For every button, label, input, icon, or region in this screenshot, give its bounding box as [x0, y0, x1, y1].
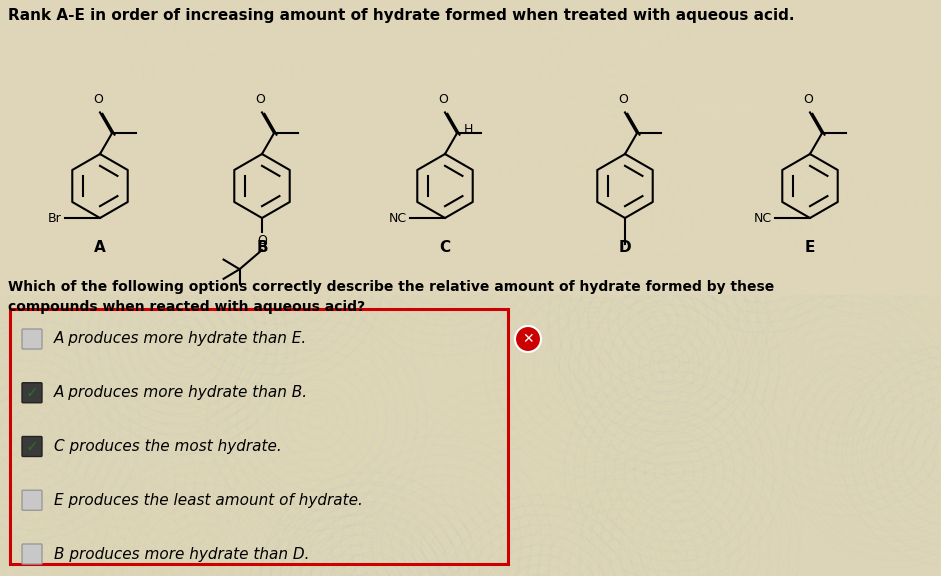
Text: C produces the most hydrate.: C produces the most hydrate.: [54, 439, 281, 454]
Text: O: O: [257, 234, 267, 247]
Text: ✓: ✓: [25, 439, 39, 454]
Text: E produces the least amount of hydrate.: E produces the least amount of hydrate.: [54, 492, 363, 508]
Text: E: E: [805, 240, 815, 255]
Text: Br: Br: [48, 211, 62, 225]
Text: Rank A-E in order of increasing amount of hydrate formed when treated with aqueo: Rank A-E in order of increasing amount o…: [8, 8, 794, 23]
Text: Which of the following options correctly describe the relative amount of hydrate: Which of the following options correctly…: [8, 280, 774, 313]
Text: NC: NC: [389, 211, 407, 225]
Text: ✓: ✓: [25, 385, 39, 400]
Text: O: O: [255, 93, 265, 107]
Text: O: O: [93, 93, 103, 107]
Text: ✕: ✕: [522, 332, 534, 346]
Bar: [0, 0, 941, 295]
FancyBboxPatch shape: [22, 490, 42, 510]
FancyBboxPatch shape: [22, 382, 42, 403]
FancyBboxPatch shape: [22, 437, 42, 457]
Text: H: H: [464, 123, 473, 136]
Text: B produces more hydrate than D.: B produces more hydrate than D.: [54, 547, 310, 562]
Text: NC: NC: [754, 211, 772, 225]
Text: O: O: [803, 93, 813, 107]
Text: C: C: [439, 240, 451, 255]
FancyBboxPatch shape: [22, 329, 42, 349]
Text: B: B: [256, 240, 268, 255]
Text: O: O: [618, 93, 628, 107]
Text: A produces more hydrate than B.: A produces more hydrate than B.: [54, 385, 308, 400]
FancyBboxPatch shape: [22, 544, 42, 564]
Text: A produces more hydrate than E.: A produces more hydrate than E.: [54, 332, 308, 347]
Circle shape: [515, 326, 541, 352]
Text: A: A: [94, 240, 106, 255]
Text: D: D: [618, 240, 631, 255]
Text: O: O: [439, 93, 448, 107]
